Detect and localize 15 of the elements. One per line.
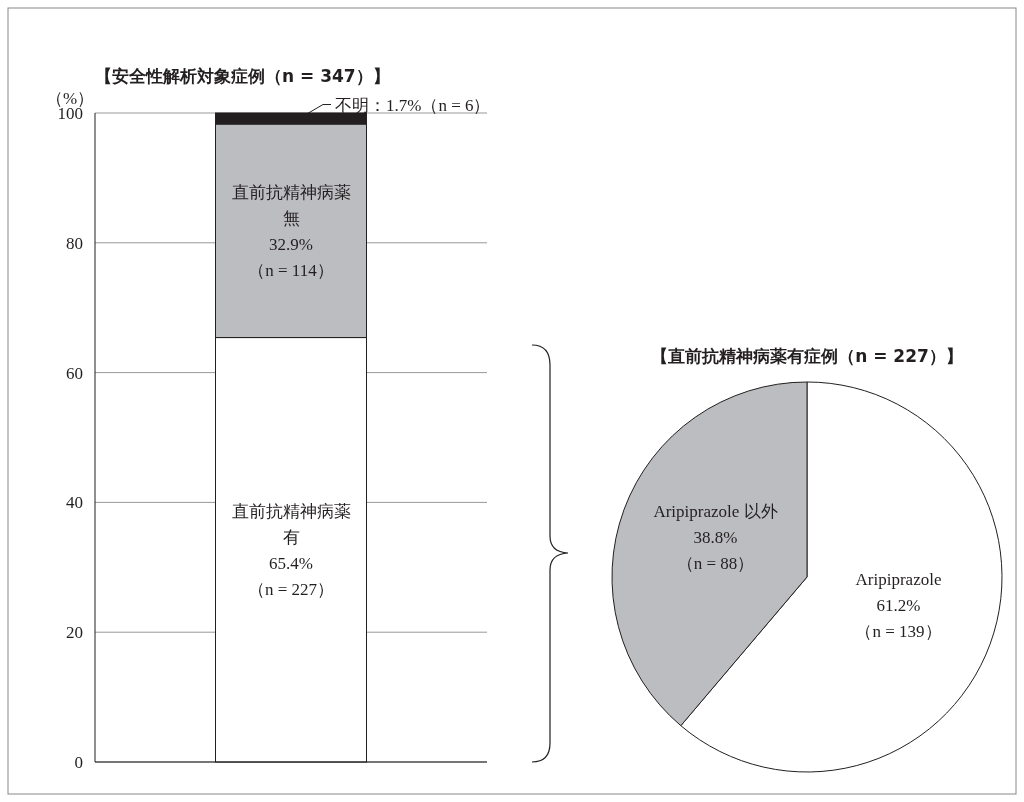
data-label: 61.2% （n = 139）: [855, 595, 942, 641]
y-tick-label: 80: [66, 233, 83, 253]
y-tick-label: 0: [74, 753, 83, 772]
slice-label: Aripiprazole: [855, 569, 942, 589]
data-label: 不明：1.7%（n = 6）: [335, 95, 491, 115]
y-tick-label: 40: [66, 493, 83, 513]
slice-label: Aripiprazole 以外: [653, 502, 778, 522]
y-tick-label: 60: [66, 363, 83, 383]
chart-title: 【安全性解析対象症例（n = 347）】: [95, 66, 390, 86]
y-axis-title: （%）: [45, 89, 95, 108]
data-label: 直前抗精神病薬無 32.9% （n = 114）: [231, 182, 351, 280]
data-label: 38.8% （n = 88）: [676, 528, 755, 574]
chart-title: 【直前抗精神病薬有症例（n = 227）】: [651, 346, 963, 366]
data-label: 直前抗精神病薬有 65.4% （n = 227）: [231, 501, 351, 599]
y-tick-label: 20: [66, 623, 83, 643]
